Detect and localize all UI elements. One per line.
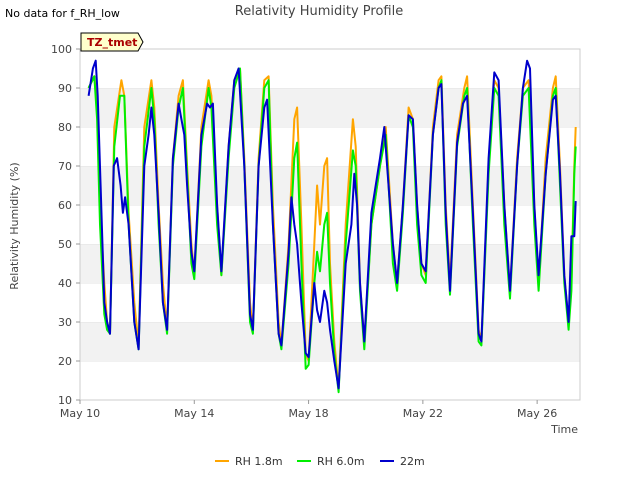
y-tick-label: 30 — [58, 316, 72, 329]
y-tick-label: 70 — [58, 160, 72, 173]
site-label-box — [80, 32, 144, 52]
y-tick-label: 50 — [58, 238, 72, 251]
y-tick-label: 90 — [58, 82, 72, 95]
site-label-text: TZ_tmet — [87, 36, 137, 49]
plot-frame — [79, 48, 581, 401]
y-axis-ticks: 10 20 30 40 50 60 70 80 90 100 — [51, 43, 80, 407]
y-axis-label: Relativity Humidity (%) — [8, 162, 21, 289]
series-lines — [87, 59, 577, 394]
grid-band — [80, 361, 580, 400]
x-tick-label: May 18 — [288, 407, 328, 420]
x-axis-ticks: May 10 May 14 May 18 May 22 May 26 — [60, 400, 557, 420]
y-tick-label: 10 — [58, 394, 72, 407]
grid-band — [80, 166, 580, 205]
y-tick-label: 20 — [58, 355, 72, 368]
x-axis-label: Time — [550, 423, 578, 436]
grid-band — [80, 127, 580, 166]
y-tick-label: 80 — [58, 121, 72, 134]
legend-label: RH 6.0m — [317, 455, 365, 468]
site-label-badge: TZ_tmet — [80, 32, 144, 52]
grid-band — [80, 88, 580, 127]
legend: RH 1.8m RH 6.0m 22m — [215, 455, 425, 468]
chart-title: Relativity Humidity Profile — [235, 4, 403, 19]
y-tick-label: 60 — [58, 199, 72, 212]
y-tick-label: 100 — [51, 43, 72, 56]
y-tick-label: 40 — [58, 277, 72, 290]
no-data-note: No data for f_RH_low — [5, 7, 120, 20]
legend-label: RH 1.8m — [235, 455, 283, 468]
x-tick-label: May 14 — [174, 407, 214, 420]
x-tick-label: May 22 — [403, 407, 443, 420]
grid-band — [80, 49, 580, 88]
x-tick-label: May 26 — [517, 407, 557, 420]
legend-label: 22m — [400, 455, 425, 468]
series-line-22m — [87, 59, 577, 390]
x-tick-label: May 10 — [60, 407, 100, 420]
